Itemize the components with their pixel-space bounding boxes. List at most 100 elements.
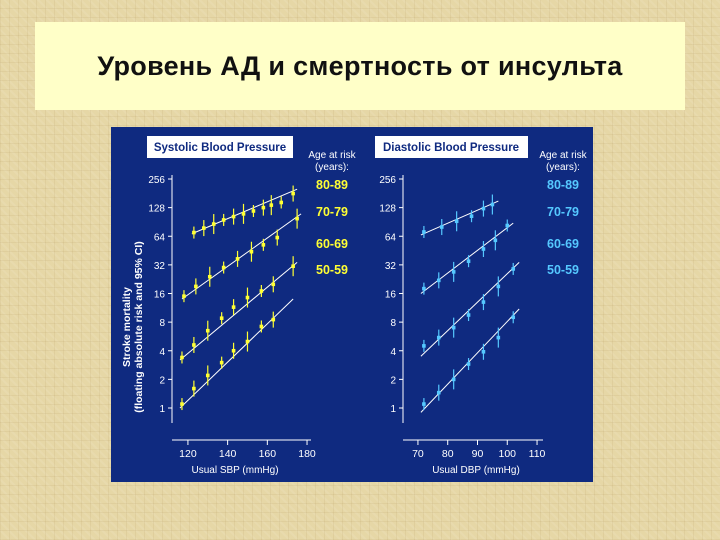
data-point-right-80-89-1 [439, 225, 444, 229]
data-point-left-60-69-7 [271, 282, 276, 287]
data-point-right-60-69-0 [422, 344, 426, 348]
x-tick-label-right-110: 110 [529, 448, 546, 460]
y-tick-label-left-2: 2 [159, 375, 165, 386]
legend-left-50-59: 50-59 [316, 263, 348, 277]
data-point-left-60-69-6 [259, 289, 264, 293]
legend-left-70-79: 70-79 [316, 205, 348, 219]
legend-left-80-89: 80-89 [316, 178, 348, 192]
data-point-right-60-69-3 [466, 313, 471, 317]
y-tick-label-left-8: 8 [159, 318, 165, 329]
data-point-left-50-59-0 [180, 402, 184, 406]
data-point-right-80-89-5 [490, 202, 495, 207]
data-point-left-80-89-5 [241, 212, 246, 216]
data-point-right-70-79-2 [451, 270, 456, 274]
data-point-left-70-79-4 [235, 257, 240, 261]
data-point-left-80-89-3 [221, 218, 226, 222]
x-tick-label-right-100: 100 [499, 448, 517, 460]
fit-line-left-60-69 [179, 261, 298, 361]
data-point-left-50-59-3 [219, 360, 224, 365]
data-point-left-80-89-10 [291, 191, 295, 196]
data-point-left-50-59-4 [231, 348, 236, 353]
data-point-right-50-59-3 [466, 362, 471, 366]
fit-line-right-70-79 [420, 222, 514, 294]
data-point-left-80-89-4 [231, 214, 236, 219]
panel-background [111, 127, 593, 482]
data-point-right-70-79-6 [505, 223, 510, 228]
data-point-left-70-79-0 [182, 294, 186, 298]
data-point-left-80-89-0 [192, 230, 196, 235]
data-point-left-50-59-7 [271, 317, 276, 322]
y-tick-label-right-16: 16 [385, 290, 397, 301]
data-point-left-70-79-7 [275, 235, 280, 240]
data-point-right-70-79-5 [493, 238, 498, 243]
data-point-right-80-89-0 [422, 230, 426, 234]
diastolic-x-label: Usual DBP (mmHg) [432, 465, 520, 476]
title-box: Уровень АД и смертность от инсульта [35, 22, 685, 110]
x-tick-label-right-80: 80 [442, 448, 454, 460]
systolic-title-box [147, 136, 293, 158]
data-point-right-60-69-1 [436, 335, 441, 340]
fit-line-left-50-59 [179, 298, 294, 409]
data-point-left-60-69-8 [291, 264, 295, 268]
systolic-y-label-line2: (floating absolute risk and 95% CI) [133, 241, 145, 413]
data-point-left-60-69-0 [180, 355, 184, 360]
systolic-title: Systolic Blood Pressure [154, 142, 286, 154]
data-point-left-80-89-2 [211, 222, 216, 226]
data-point-right-80-89-4 [481, 206, 486, 211]
data-point-left-70-79-8 [295, 216, 299, 221]
data-point-left-60-69-3 [219, 316, 224, 320]
data-point-right-60-69-6 [511, 267, 516, 271]
data-point-right-50-59-6 [511, 315, 516, 320]
x-tick-label-left-160: 160 [259, 448, 277, 460]
systolic-y-label-line1: Stroke mortality [121, 287, 133, 367]
data-point-left-60-69-1 [192, 343, 196, 347]
systolic-legend-title-line1: Age at risk [308, 150, 356, 161]
data-point-left-70-79-3 [221, 265, 226, 270]
legend-left-60-69: 60-69 [316, 237, 348, 251]
data-point-right-70-79-3 [466, 259, 471, 263]
fit-line-right-80-89 [420, 200, 499, 236]
x-tick-label-left-140: 140 [219, 448, 237, 460]
y-tick-label-left-4: 4 [159, 347, 165, 358]
fit-line-left-70-79 [181, 213, 302, 300]
data-point-right-50-59-1 [436, 390, 441, 395]
systolic-legend-title-line2: (years): [315, 162, 349, 173]
data-point-left-50-59-6 [259, 324, 264, 329]
diastolic-title-box [375, 136, 528, 158]
fit-line-right-60-69 [420, 262, 520, 357]
fit-line-left-80-89 [191, 188, 298, 235]
y-tick-label-right-8: 8 [390, 318, 396, 329]
y-tick-label-right-32: 32 [385, 261, 397, 272]
y-tick-label-left-64: 64 [154, 232, 166, 243]
y-tick-label-right-2: 2 [390, 375, 396, 386]
data-point-right-60-69-5 [496, 284, 501, 289]
chart-figure: Systolic Blood Pressure 1 2 4 8 16 32 64 128 256… [111, 127, 593, 482]
x-tick-label-right-70: 70 [412, 448, 424, 460]
y-tick-label-right-1: 1 [390, 404, 396, 415]
y-tick-label-right-4: 4 [390, 347, 396, 358]
y-tick-label-left-32: 32 [154, 261, 166, 272]
data-point-left-80-89-7 [261, 205, 266, 210]
data-point-left-50-59-5 [245, 339, 250, 344]
diastolic-legend-title-line2: (years): [546, 162, 580, 173]
chart-svg: Systolic Blood Pressure 1 2 4 8 16 32 64 128 256… [111, 127, 593, 482]
data-point-left-60-69-4 [231, 305, 236, 309]
legend-right-80-89: 80-89 [547, 178, 579, 192]
diastolic-panel: Diastolic Blood Pressure 1 2 4 8 16 32 64 128 25… [375, 136, 588, 476]
slide-title: Уровень АД и смертность от инсульта [97, 50, 623, 81]
data-point-left-70-79-6 [261, 243, 266, 247]
systolic-x-label: Usual SBP (mmHg) [191, 465, 278, 476]
legend-right-60-69: 60-69 [547, 237, 579, 251]
y-tick-label-left-128: 128 [148, 204, 165, 215]
data-point-left-70-79-2 [207, 274, 212, 279]
y-tick-label-left-16: 16 [154, 290, 166, 301]
data-point-left-80-89-1 [202, 226, 206, 230]
data-point-right-50-59-5 [496, 335, 501, 340]
data-point-left-80-89-8 [269, 203, 274, 207]
data-point-right-70-79-4 [481, 247, 486, 251]
y-tick-label-left-256: 256 [148, 175, 165, 186]
x-tick-label-left-180: 180 [298, 448, 316, 460]
data-point-left-60-69-2 [205, 328, 210, 333]
data-point-right-70-79-0 [422, 286, 426, 291]
diastolic-title: Diastolic Blood Pressure [383, 142, 519, 154]
